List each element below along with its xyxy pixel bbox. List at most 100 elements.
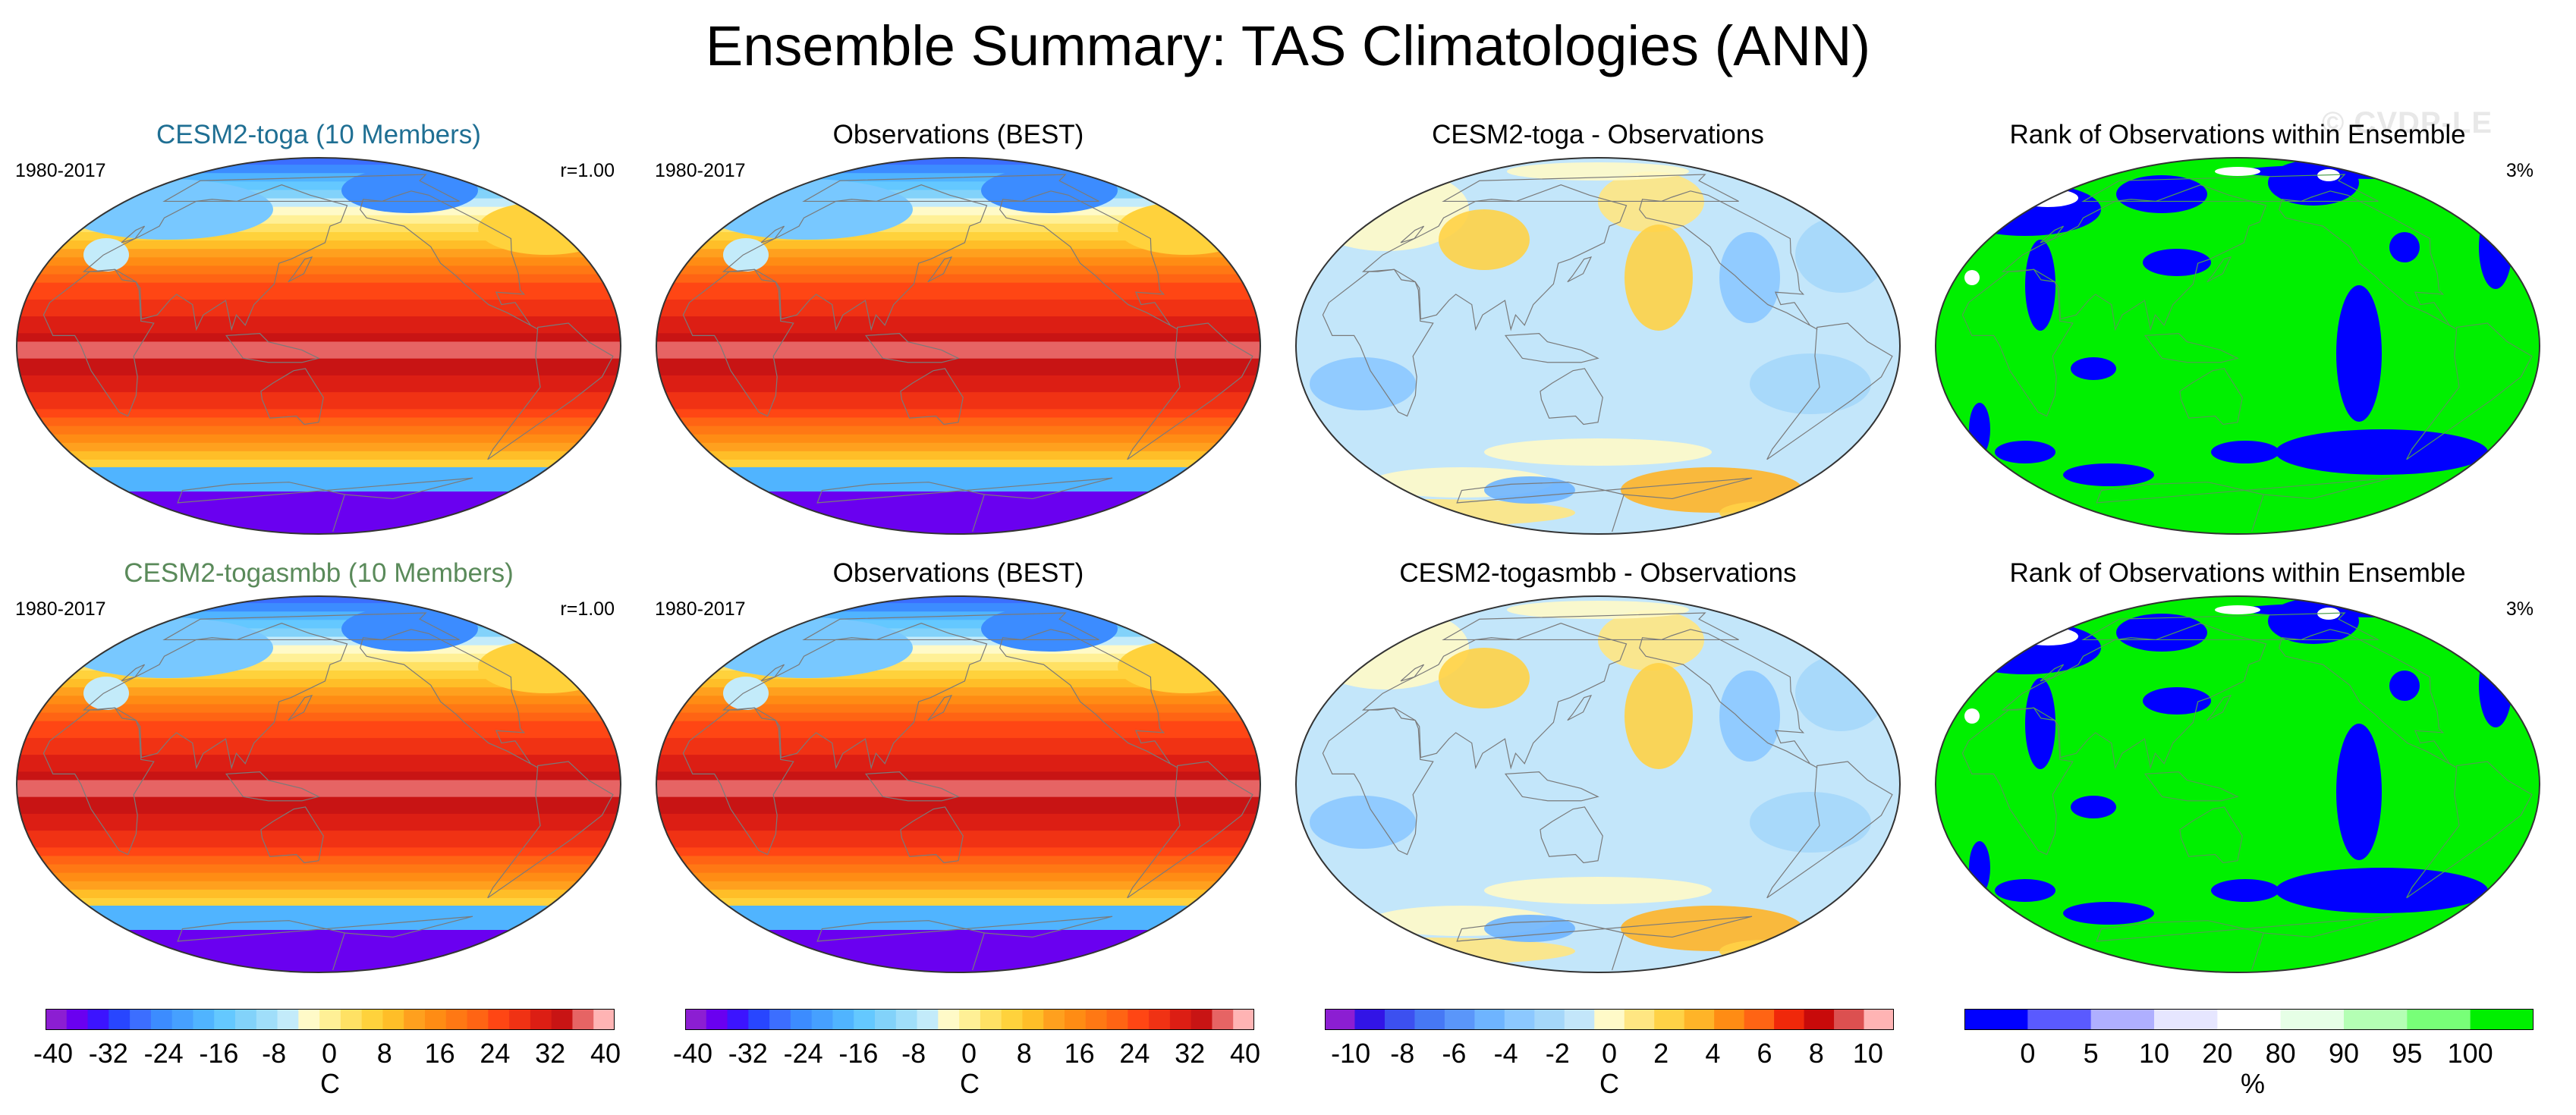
colorbar-swatch bbox=[404, 1009, 426, 1030]
colorbar-swatch bbox=[1504, 1009, 1535, 1030]
rank-map bbox=[1935, 157, 2540, 535]
colorbar-swatch bbox=[488, 1009, 510, 1030]
colorbar-tick-label: 40 bbox=[1229, 1038, 1261, 1069]
colorbar-swatch bbox=[1684, 1009, 1715, 1030]
colorbar-tick-label: 24 bbox=[480, 1038, 511, 1069]
colorbar-tick-label: 5 bbox=[2083, 1038, 2099, 1069]
continent-outline bbox=[2001, 623, 2267, 770]
continent-outline bbox=[864, 771, 960, 802]
colorbar-swatch bbox=[748, 1009, 770, 1030]
colorbar-swatch bbox=[298, 1009, 320, 1030]
continent-outline bbox=[682, 269, 794, 417]
colorbar-swatch bbox=[109, 1009, 131, 1030]
colorbar-tick-label: 24 bbox=[1119, 1038, 1150, 1069]
colorbar-swatch bbox=[811, 1009, 833, 1030]
continent-outline bbox=[760, 225, 785, 243]
colorbar-swatch bbox=[1169, 1009, 1192, 1030]
colorbar-swatch bbox=[1964, 1009, 2028, 1030]
colorbar-swatch bbox=[46, 1009, 68, 1030]
colorbar-tick-label: 10 bbox=[2138, 1038, 2170, 1069]
colorbar-swatch bbox=[1325, 1009, 1355, 1030]
colorbar-tick-label: 0 bbox=[961, 1038, 977, 1069]
diff-map bbox=[1295, 595, 1901, 973]
colorbar-tick-label: -24 bbox=[783, 1038, 823, 1069]
continent-outline bbox=[2279, 629, 2458, 768]
colorbar-tick-label: 8 bbox=[1016, 1038, 1032, 1069]
colorbar-swatch bbox=[769, 1009, 791, 1030]
colorbar-swatch bbox=[445, 1009, 468, 1030]
tas-map bbox=[656, 157, 1261, 535]
map-panel: CESM2-togasmbb (10 Members) 1980-2017 r=1.… bbox=[0, 558, 637, 998]
colorbar-swatch bbox=[727, 1009, 749, 1030]
colorbar-swatch bbox=[854, 1009, 876, 1030]
continent-outline bbox=[2179, 806, 2243, 864]
map-boundary bbox=[656, 157, 1261, 535]
colorbar-swatch bbox=[593, 1009, 615, 1030]
figure-title: Ensemble Summary: TAS Climatologies (ANN… bbox=[705, 14, 1871, 77]
stat-label: r=1.00 bbox=[560, 598, 615, 620]
continent-outline bbox=[2096, 916, 2392, 971]
continent-outline bbox=[288, 694, 313, 721]
colorbar: -10 -8 -6 -4 -2 0 2 4 6 8 10 C bbox=[1325, 1009, 1901, 1115]
map-panel: Observations (BEST) 1980-2017 bbox=[640, 558, 1277, 998]
continent-outline bbox=[42, 707, 155, 856]
colorbar-unit: C bbox=[960, 1068, 980, 1099]
panel-title: CESM2-toga - Observations bbox=[1432, 120, 1764, 149]
colorbar-tick-label: 20 bbox=[2202, 1038, 2233, 1069]
colorbar-swatch bbox=[1022, 1009, 1044, 1030]
colorbar-swatch bbox=[685, 1009, 707, 1030]
continent-outline bbox=[360, 190, 539, 330]
colorbar-tick-label: -10 bbox=[1331, 1038, 1371, 1069]
colorbar-swatch bbox=[130, 1009, 152, 1030]
continent-outline bbox=[682, 707, 794, 856]
stat-label: r=1.00 bbox=[560, 160, 615, 181]
map-boundary bbox=[1295, 157, 1901, 535]
colorbar-tick-label: 16 bbox=[1064, 1038, 1095, 1069]
continent-outline bbox=[1456, 477, 1753, 532]
panel-title: CESM2-togasmbb - Observations bbox=[1399, 558, 1797, 588]
colorbar-swatch bbox=[1212, 1009, 1234, 1030]
colorbar-swatch bbox=[1624, 1009, 1655, 1030]
continent-outline bbox=[722, 623, 988, 770]
colorbar-swatch bbox=[2217, 1009, 2282, 1030]
colorbar-swatch bbox=[959, 1009, 981, 1030]
continent-outline bbox=[225, 771, 320, 802]
continent-outline bbox=[2206, 256, 2232, 283]
map-boundary bbox=[1935, 595, 2540, 973]
colorbar-tick-label: 8 bbox=[376, 1038, 392, 1069]
colorbar-tick-label: 80 bbox=[2265, 1038, 2296, 1069]
colorbar-swatch bbox=[917, 1009, 939, 1030]
colorbar-tick-label: -16 bbox=[199, 1038, 239, 1069]
colorbar-swatch bbox=[2154, 1009, 2218, 1030]
colorbar-swatch bbox=[150, 1009, 173, 1030]
colorbar-swatch bbox=[2090, 1009, 2155, 1030]
map-panel: CESM2-toga - Observations bbox=[1279, 120, 1917, 560]
watermark: © CVDP-LE bbox=[2321, 106, 2493, 140]
period-label: 1980-2017 bbox=[655, 598, 746, 620]
colorbar-swatch bbox=[1043, 1009, 1065, 1030]
colorbar: -40 -32 -24 -16 -8 0 8 16 24 32 40 C bbox=[673, 1009, 1262, 1115]
continent-outline bbox=[760, 664, 785, 682]
colorbar-tick-label: -8 bbox=[262, 1038, 287, 1069]
colorbar-swatch bbox=[1654, 1009, 1685, 1030]
continent-outline bbox=[1567, 694, 1593, 721]
continent-outline bbox=[2096, 477, 2392, 532]
map-boundary bbox=[656, 595, 1261, 973]
colorbar-swatch bbox=[1354, 1009, 1386, 1030]
colorbar-swatch bbox=[1594, 1009, 1625, 1030]
panel-title: CESM2-togasmbb (10 Members) bbox=[124, 558, 514, 588]
continent-outline bbox=[1504, 771, 1599, 802]
colorbar-swatch bbox=[1065, 1009, 1087, 1030]
colorbar-swatch bbox=[895, 1009, 918, 1030]
colorbar-tick-label: -16 bbox=[838, 1038, 879, 1069]
colorbar-swatch bbox=[1834, 1009, 1865, 1030]
colorbar-swatch bbox=[425, 1009, 447, 1030]
colorbar-swatch bbox=[1149, 1009, 1171, 1030]
continent-outline bbox=[2179, 368, 2243, 426]
tas-map bbox=[656, 595, 1261, 973]
colorbar-tick-label: 32 bbox=[1175, 1038, 1206, 1069]
colorbar-swatch bbox=[1534, 1009, 1565, 1030]
colorbar-tick-label: 90 bbox=[2328, 1038, 2360, 1069]
continent-outline bbox=[722, 184, 988, 331]
stat-label: 3% bbox=[2505, 598, 2534, 620]
